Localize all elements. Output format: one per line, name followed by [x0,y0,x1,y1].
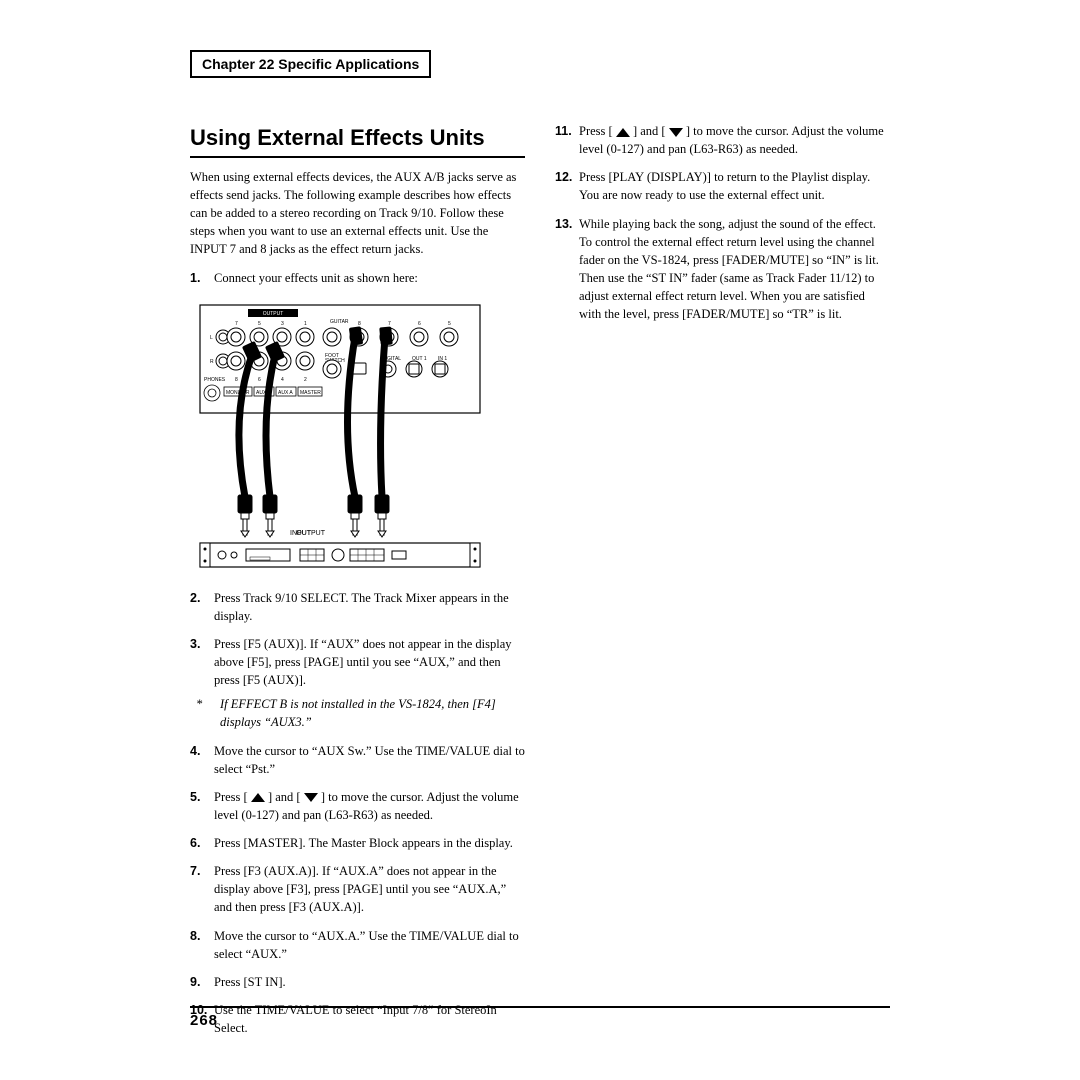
step-number: 5. [190,788,214,824]
right-column: 11.Press [ ] and [ ] to move the cursor.… [555,122,890,1047]
step-number: 2. [190,589,214,625]
svg-text:4: 4 [281,377,284,383]
svg-text:OUTPUT: OUTPUT [263,311,284,317]
svg-text:5: 5 [448,321,451,327]
step-number: 6. [190,834,214,852]
step-number: 4. [190,742,214,778]
svg-text:AUX A: AUX A [278,390,293,396]
step-item: 13.While playing back the song, adjust t… [555,215,890,324]
step-text: Press [PLAY (DISPLAY)] to return to the … [579,168,890,204]
footnote-text: If EFFECT B is not installed in the VS-1… [220,695,525,731]
intro-paragraph: When using external effects devices, the… [190,168,525,259]
step-item: 5.Press [ ] and [ ] to move the cursor. … [190,788,525,824]
svg-text:PHONES: PHONES [204,377,226,383]
step-number: 8. [190,927,214,963]
svg-text:7: 7 [235,321,238,327]
step-text: Press [MASTER]. The Master Block appears… [214,834,525,852]
cursor-up-icon [616,128,630,137]
cursor-up-icon [251,793,265,802]
step-item: 3.Press [F5 (AUX)]. If “AUX” does not ap… [190,635,525,689]
section-title: Using External Effects Units [190,122,525,154]
svg-text:MONITOR: MONITOR [226,390,250,396]
svg-text:3: 3 [281,321,284,327]
step-item: 6.Press [MASTER]. The Master Block appea… [190,834,525,852]
svg-text:MASTER: MASTER [300,390,321,396]
step-text: Move the cursor to “AUX.A.” Use the TIME… [214,927,525,963]
footer-rule [190,1006,890,1008]
step-text: Press Track 9/10 SELECT. The Track Mixer… [214,589,525,625]
figure-list-item: OUTPUT 7 5 3 1 GUITAR 8 7 6 5 L R FOOT S… [190,297,525,577]
svg-text:8: 8 [358,321,361,327]
svg-text:GUITAR: GUITAR [330,319,349,325]
step-number: 13. [555,215,579,324]
svg-text:1: 1 [304,321,307,327]
step-item: 4.Move the cursor to “AUX Sw.” Use the T… [190,742,525,778]
step-text: While playing back the song, adjust the … [579,215,890,324]
svg-text:5: 5 [258,321,261,327]
step-item: 12.Press [PLAY (DISPLAY)] to return to t… [555,168,890,204]
step-text: Press [ ] and [ ] to move the cursor. Ad… [214,788,525,824]
cursor-down-icon [669,128,683,137]
step-number: 12. [555,168,579,204]
step-item: 11.Press [ ] and [ ] to move the cursor.… [555,122,890,158]
svg-text:7: 7 [388,321,391,327]
footnote-marker: * [190,695,220,731]
svg-text:6: 6 [258,377,261,383]
svg-text:L: L [210,335,213,341]
step-number: 7. [190,862,214,916]
step-text: Press [ ] and [ ] to move the cursor. Ad… [579,122,890,158]
connection-diagram: OUTPUT 7 5 3 1 GUITAR 8 7 6 5 L R FOOT S… [190,297,525,577]
step-number: 1. [190,269,214,287]
svg-text:R: R [210,359,214,365]
step-text: Press [F3 (AUX.A)]. If “AUX.A” does not … [214,862,525,916]
svg-text:6: 6 [418,321,421,327]
left-column: Using External Effects Units When using … [190,122,525,1047]
step-text: Connect your effects unit as shown here: [214,269,525,287]
step-number: 11. [555,122,579,158]
step-text: Press [F5 (AUX)]. If “AUX” does not appe… [214,635,525,689]
page-number: 268 [190,1012,890,1029]
step-number: 3. [190,635,214,689]
step-item: 2.Press Track 9/10 SELECT. The Track Mix… [190,589,525,625]
svg-text:8: 8 [235,377,238,383]
title-rule [190,156,525,158]
svg-text:2: 2 [304,377,307,383]
step-item: 7.Press [F3 (AUX.A)]. If “AUX.A” does no… [190,862,525,916]
svg-text:OUTPUT: OUTPUT [296,530,326,537]
chapter-header: Chapter 22 Specific Applications [190,50,431,78]
step-item: 1.Connect your effects unit as shown her… [190,269,525,287]
step-item: 8.Move the cursor to “AUX.A.” Use the TI… [190,927,525,963]
footnote: *If EFFECT B is not installed in the VS-… [190,695,525,731]
step-text: Move the cursor to “AUX Sw.” Use the TIM… [214,742,525,778]
cursor-down-icon [304,793,318,802]
